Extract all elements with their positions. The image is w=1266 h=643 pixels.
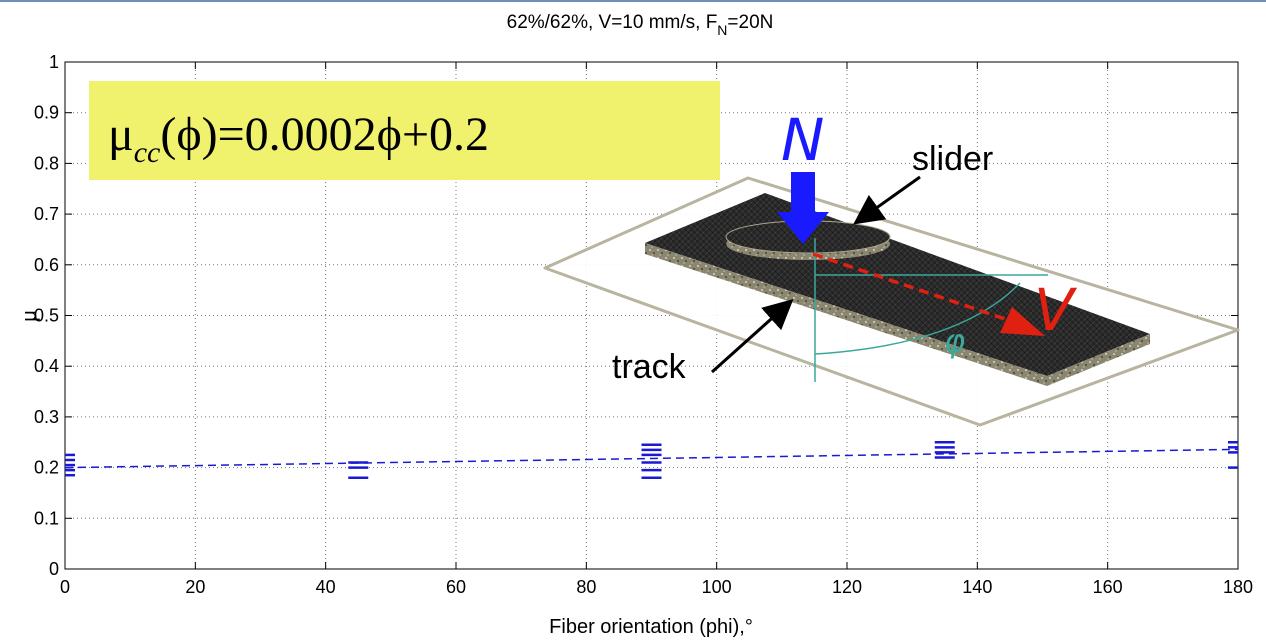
label-slider: slider bbox=[912, 140, 993, 178]
y-tick-label: 0.6 bbox=[34, 255, 59, 275]
equation-text: μcc(ϕ)=0.0002ϕ+0.2 bbox=[108, 108, 489, 169]
track-pointer bbox=[710, 298, 794, 374]
x-tick-label: 180 bbox=[1223, 577, 1253, 597]
x-tick-label: 20 bbox=[185, 577, 205, 597]
y-axis-label: μ bbox=[19, 310, 41, 322]
y-tick-label: 0.2 bbox=[34, 458, 59, 478]
track-edge-side bbox=[1047, 334, 1150, 386]
data-points-group bbox=[65, 441, 1238, 479]
angle-arc bbox=[814, 282, 1021, 355]
label-track: track bbox=[612, 348, 687, 386]
x-tick-label: 0 bbox=[60, 577, 70, 597]
axis-ticks bbox=[64, 61, 1239, 570]
velocity-arrow-shaft bbox=[812, 252, 1009, 322]
y-tick-label: 0.3 bbox=[34, 407, 59, 427]
y-tick-label: 0 bbox=[49, 559, 59, 579]
label-normal-force: N bbox=[781, 106, 824, 174]
equation-box bbox=[89, 81, 720, 180]
x-tick-label: 60 bbox=[446, 577, 466, 597]
x-tick-labels: 0 20 40 60 80 100 120 140 160 180 bbox=[60, 577, 1253, 597]
y-tick-label: 0.4 bbox=[34, 356, 59, 376]
equation-annotation: μcc(ϕ)=0.0002ϕ+0.2 bbox=[89, 81, 720, 180]
chart-title: 62%/62%, V=10 mm/s, FN=20N bbox=[507, 12, 774, 38]
x-tick-label: 120 bbox=[832, 577, 862, 597]
x-tick-label: 140 bbox=[962, 577, 992, 597]
velocity-arrow-head bbox=[1000, 307, 1045, 336]
label-angle: φ bbox=[944, 322, 965, 360]
inset-illustration: N slider track V φ bbox=[543, 106, 1240, 427]
y-tick-labels: 0 0.1 0.2 0.3 0.4 0.5 0.6 0.7 0.8 0.9 1 bbox=[34, 52, 59, 579]
y-tick-label: 0.9 bbox=[34, 103, 59, 123]
y-tick-label: 0.5 bbox=[34, 306, 59, 326]
y-tick-label: 0.7 bbox=[34, 204, 59, 224]
x-tick-label: 100 bbox=[702, 577, 732, 597]
fit-line-group bbox=[64, 448, 1239, 469]
x-tick-label: 80 bbox=[576, 577, 596, 597]
x-tick-label: 160 bbox=[1093, 577, 1123, 597]
y-tick-label: 0.8 bbox=[34, 153, 59, 173]
slider-pointer bbox=[853, 175, 921, 225]
label-velocity: V bbox=[1034, 276, 1078, 344]
y-tick-label: 1 bbox=[49, 52, 59, 72]
fit-line bbox=[64, 448, 1239, 469]
track-edge-front bbox=[645, 243, 1047, 386]
normal-force-arrow-head bbox=[777, 212, 829, 244]
x-tick-label: 40 bbox=[316, 577, 336, 597]
y-tick-label: 0.1 bbox=[34, 508, 59, 528]
x-axis-label: Fiber orientation (phi),° bbox=[549, 616, 753, 638]
normal-force-arrow-shaft bbox=[791, 172, 815, 215]
top-rule bbox=[0, 0, 1266, 2]
